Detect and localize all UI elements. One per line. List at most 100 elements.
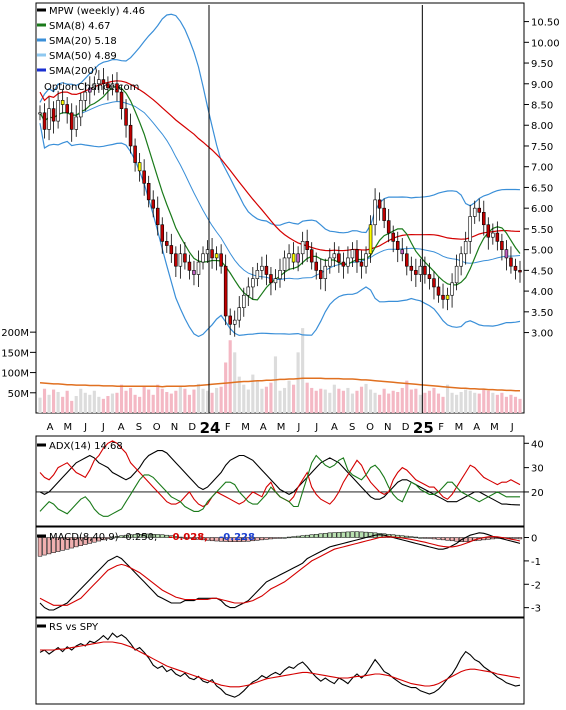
candle-body bbox=[128, 124, 133, 147]
volume-bar bbox=[192, 389, 196, 413]
candle-body bbox=[264, 265, 269, 275]
macd-histogram-bar bbox=[332, 532, 337, 538]
volume-bar bbox=[373, 392, 377, 413]
macd-histogram-bar bbox=[431, 537, 437, 540]
candle-body bbox=[133, 145, 137, 163]
candle-body bbox=[56, 100, 60, 122]
volume-bar bbox=[219, 386, 223, 413]
volume-bar bbox=[174, 390, 178, 413]
volume-bar bbox=[83, 392, 87, 413]
volume-bar bbox=[414, 388, 418, 413]
volume-bar bbox=[468, 390, 472, 413]
candle-body bbox=[101, 79, 106, 85]
price-tick-label: 10.00 bbox=[531, 38, 560, 49]
volume-bar bbox=[328, 392, 332, 413]
volume-tick-label: 50M bbox=[8, 389, 29, 400]
volume-bar bbox=[97, 396, 101, 413]
volume-bar bbox=[242, 384, 246, 413]
candle-body bbox=[328, 257, 332, 267]
adx-tick-label: 20 bbox=[531, 488, 544, 499]
adx-series-line bbox=[39, 450, 521, 506]
macd-histogram-bar bbox=[486, 537, 491, 540]
macd-panel-frame bbox=[35, 526, 525, 618]
x-tick-label: 25 bbox=[413, 419, 434, 437]
x-tick-label: N bbox=[384, 422, 391, 433]
candle-body bbox=[518, 270, 522, 273]
legend-sma200: SMA(200) bbox=[49, 66, 98, 77]
volume-bar bbox=[473, 392, 477, 413]
candle-body bbox=[386, 220, 391, 234]
candle-body bbox=[296, 253, 300, 263]
volume-bar bbox=[405, 380, 409, 413]
candle-body bbox=[463, 241, 468, 255]
volume-bar bbox=[292, 384, 296, 413]
candle-body bbox=[210, 249, 214, 259]
volume-bar bbox=[273, 356, 278, 413]
candle-body bbox=[391, 232, 395, 242]
volume-bar bbox=[187, 394, 192, 413]
candle-body bbox=[513, 265, 518, 271]
macd-histogram-bar bbox=[255, 537, 260, 541]
macd-histogram-bar bbox=[250, 537, 255, 542]
price-panel: 10.50 10.00 9.50 9.00 8.50 8.00 7.50 7.00 6.50 6.… bbox=[1, 2, 560, 437]
volume-bar bbox=[101, 398, 105, 413]
volume-bar bbox=[47, 394, 51, 413]
volume-bar bbox=[115, 392, 119, 413]
volume-bar bbox=[323, 389, 327, 413]
macd-histogram-bar bbox=[246, 537, 251, 542]
macd-histogram-bar bbox=[418, 537, 423, 539]
candle-body bbox=[432, 278, 436, 288]
candle-body bbox=[146, 182, 151, 201]
rs-series-line bbox=[39, 632, 521, 698]
legend-sma50: SMA(50) 4.89 bbox=[49, 51, 117, 62]
candle-body bbox=[495, 232, 500, 242]
candle-body bbox=[287, 253, 291, 259]
volume-bar bbox=[52, 389, 56, 413]
macd-histogram-bar bbox=[241, 537, 246, 542]
volume-bar bbox=[210, 392, 214, 413]
macd-legend-signal: -0.028, bbox=[168, 532, 208, 543]
volume-bar bbox=[500, 392, 504, 413]
candle-body bbox=[201, 253, 205, 263]
x-tick-label: M bbox=[63, 422, 72, 433]
candle-body bbox=[323, 265, 328, 279]
macd-histogram-bar bbox=[318, 533, 323, 538]
volume-bar bbox=[42, 388, 47, 413]
volume-bar bbox=[387, 393, 391, 413]
macd-histogram-bar bbox=[273, 537, 278, 539]
macd-histogram-bar bbox=[286, 536, 292, 539]
volume-bar bbox=[119, 384, 124, 413]
macd-histogram-bar bbox=[164, 534, 169, 538]
volume-bar bbox=[445, 384, 450, 413]
macd-histogram-bar bbox=[178, 536, 183, 539]
volume-bar bbox=[305, 382, 309, 413]
candle-body bbox=[65, 104, 69, 114]
adx-tick-label: 30 bbox=[531, 464, 544, 475]
adx-panel: 40 30 20 ADX(14) 14.68 bbox=[35, 435, 544, 527]
volume-bar bbox=[255, 380, 259, 413]
candle-body bbox=[445, 294, 450, 300]
rs-title: RS vs SPY bbox=[49, 622, 99, 633]
macd-histogram-bar bbox=[454, 537, 459, 542]
candle-body bbox=[110, 83, 115, 89]
macd-histogram-bar bbox=[291, 536, 296, 538]
candle-body bbox=[309, 249, 314, 263]
candle-body bbox=[78, 100, 83, 118]
candle-body bbox=[305, 241, 309, 250]
volume-bar bbox=[432, 387, 436, 413]
price-tick-label: 9.50 bbox=[531, 59, 553, 70]
x-tick-label: J bbox=[314, 422, 318, 433]
volume-bar bbox=[364, 383, 368, 413]
volume-bar bbox=[518, 398, 522, 413]
x-tick-label: A bbox=[118, 422, 125, 433]
volume-bar bbox=[61, 396, 65, 413]
macd-histogram-bar bbox=[295, 535, 301, 538]
macd-histogram-bar bbox=[314, 533, 319, 538]
candle-body bbox=[60, 100, 65, 105]
macd-histogram-bar bbox=[445, 537, 450, 541]
volume-bar bbox=[160, 388, 164, 413]
volume-bar bbox=[296, 352, 300, 413]
macd-histogram-bar bbox=[223, 537, 228, 542]
candle-body bbox=[119, 91, 124, 109]
